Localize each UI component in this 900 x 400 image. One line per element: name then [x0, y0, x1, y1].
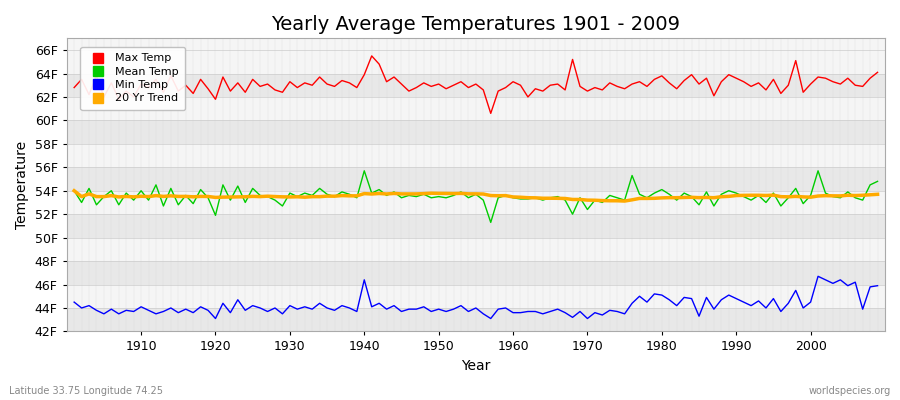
- Bar: [67, 167, 885, 191]
- Bar: [67, 97, 885, 120]
- Bar: [67, 74, 885, 97]
- Bar: [67, 144, 885, 167]
- Bar: [67, 191, 885, 214]
- Bar: [67, 261, 885, 284]
- Bar: [67, 50, 885, 74]
- Bar: [67, 308, 885, 332]
- Y-axis label: Temperature: Temperature: [15, 141, 29, 229]
- Bar: [67, 238, 885, 261]
- Bar: [67, 120, 885, 144]
- Bar: [67, 284, 885, 308]
- Text: worldspecies.org: worldspecies.org: [809, 386, 891, 396]
- Bar: [67, 214, 885, 238]
- Legend: Max Temp, Mean Temp, Min Temp, 20 Yr Trend: Max Temp, Mean Temp, Min Temp, 20 Yr Tre…: [80, 47, 185, 110]
- X-axis label: Year: Year: [461, 359, 491, 373]
- Text: Latitude 33.75 Longitude 74.25: Latitude 33.75 Longitude 74.25: [9, 386, 163, 396]
- Title: Yearly Average Temperatures 1901 - 2009: Yearly Average Temperatures 1901 - 2009: [272, 15, 680, 34]
